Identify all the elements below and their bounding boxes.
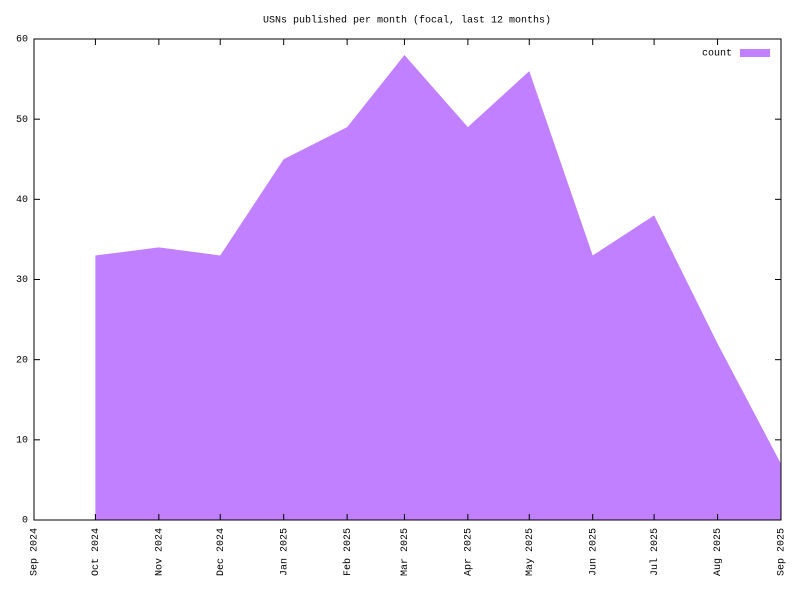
chart-title: USNs published per month (focal, last 12… xyxy=(263,15,551,27)
x-tick-label: Jan 2025 xyxy=(279,528,290,576)
legend-label: count xyxy=(702,49,732,60)
y-tick-label: 60 xyxy=(16,35,28,46)
x-tick-label: Mar 2025 xyxy=(400,528,411,576)
x-tick-label: May 2025 xyxy=(525,528,536,576)
x-tick-label: Nov 2024 xyxy=(154,528,165,576)
legend-swatch xyxy=(740,49,770,57)
x-tick-label: Sep 2025 xyxy=(777,528,788,576)
area xyxy=(95,55,781,521)
x-tick-label: Aug 2025 xyxy=(713,528,724,576)
x-tick-label: Jun 2025 xyxy=(588,528,599,576)
x-tick-label: Jul 2025 xyxy=(649,528,661,576)
y-tick-label: 40 xyxy=(16,195,28,206)
y-tick-label: 30 xyxy=(16,275,28,286)
y-tick-label: 50 xyxy=(16,115,28,126)
x-tick-label: Oct 2024 xyxy=(91,528,102,576)
y-tick-label: 20 xyxy=(16,355,28,366)
y-tick-label: 10 xyxy=(16,435,28,446)
x-tick-label: Sep 2024 xyxy=(30,528,41,576)
x-tick-label: Feb 2025 xyxy=(342,528,354,576)
x-tick-label: Dec 2024 xyxy=(216,528,227,576)
y-tick-label: 0 xyxy=(22,516,28,527)
x-tick-label: Apr 2025 xyxy=(464,528,475,576)
